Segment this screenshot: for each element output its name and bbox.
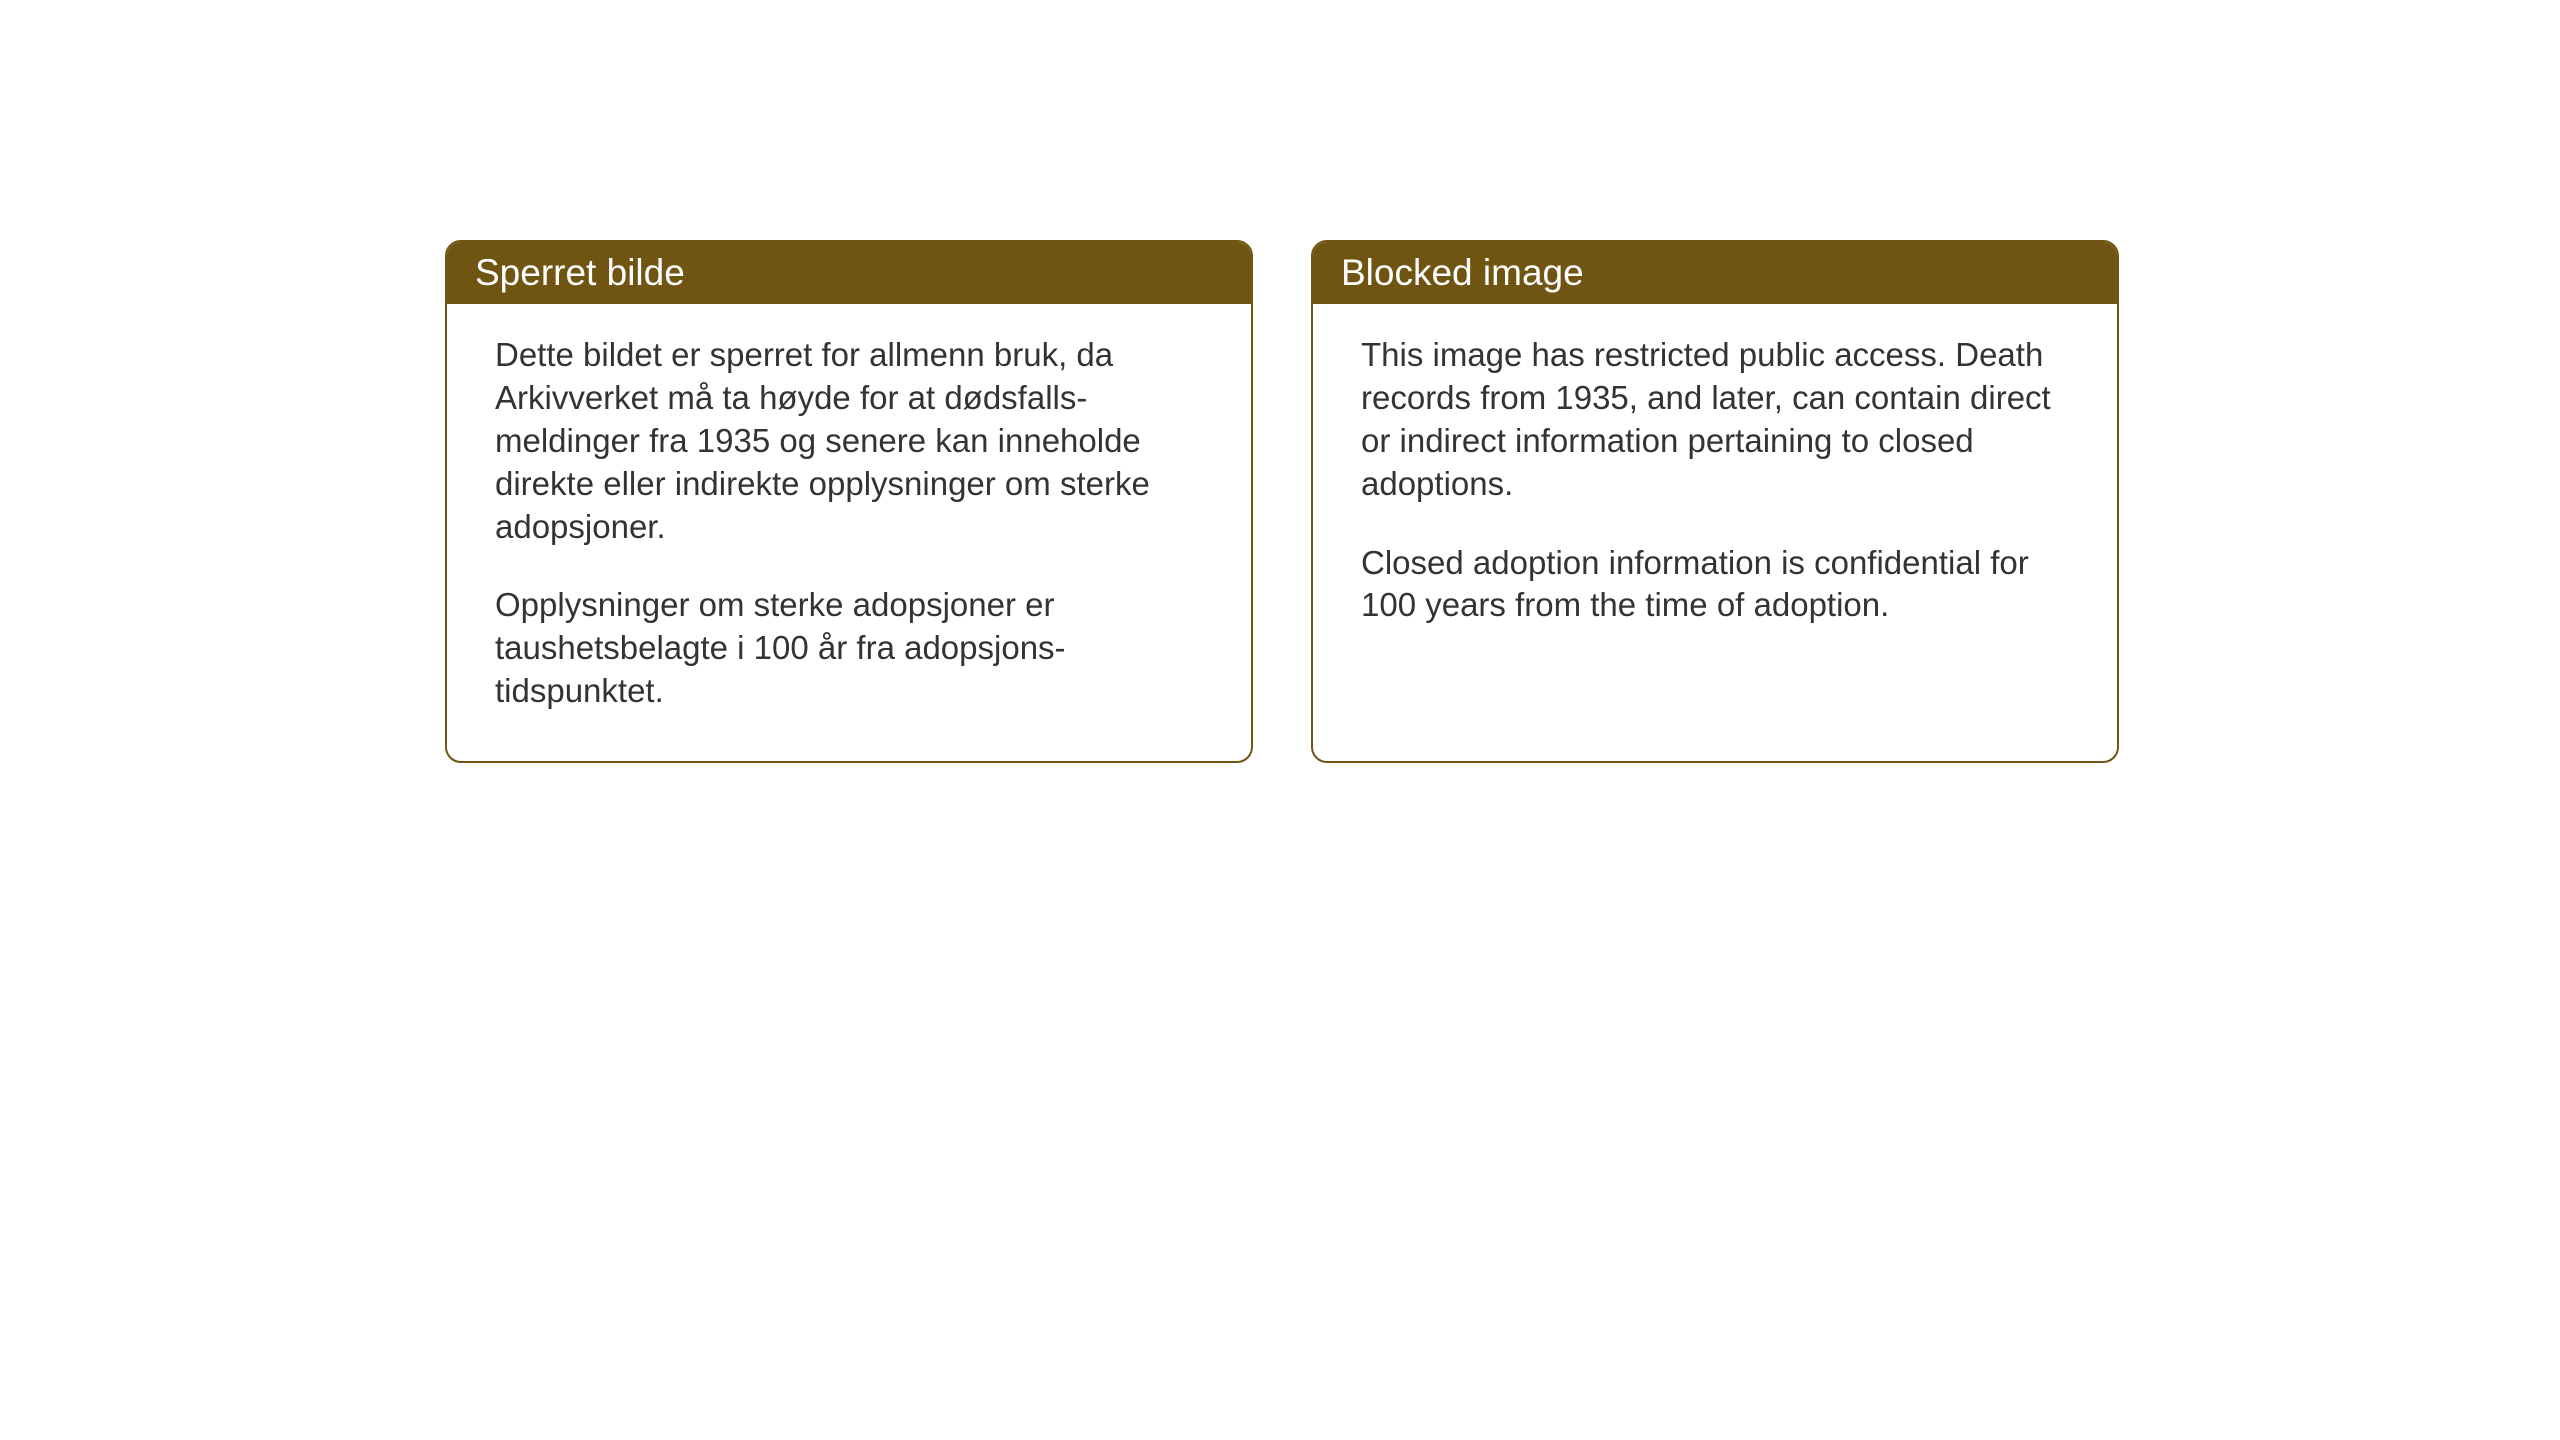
notice-container: Sperret bilde Dette bildet er sperret fo…: [445, 240, 2119, 763]
notice-paragraph-1-norwegian: Dette bildet er sperret for allmenn bruk…: [495, 334, 1203, 548]
notice-body-norwegian: Dette bildet er sperret for allmenn bruk…: [447, 304, 1251, 761]
notice-header-english: Blocked image: [1313, 242, 2117, 304]
notice-paragraph-2-norwegian: Opplysninger om sterke adopsjoner er tau…: [495, 584, 1203, 713]
notice-title-norwegian: Sperret bilde: [475, 252, 685, 293]
notice-header-norwegian: Sperret bilde: [447, 242, 1251, 304]
notice-paragraph-1-english: This image has restricted public access.…: [1361, 334, 2069, 506]
notice-body-english: This image has restricted public access.…: [1313, 304, 2117, 675]
notice-paragraph-2-english: Closed adoption information is confident…: [1361, 542, 2069, 628]
notice-box-english: Blocked image This image has restricted …: [1311, 240, 2119, 763]
notice-box-norwegian: Sperret bilde Dette bildet er sperret fo…: [445, 240, 1253, 763]
notice-title-english: Blocked image: [1341, 252, 1584, 293]
